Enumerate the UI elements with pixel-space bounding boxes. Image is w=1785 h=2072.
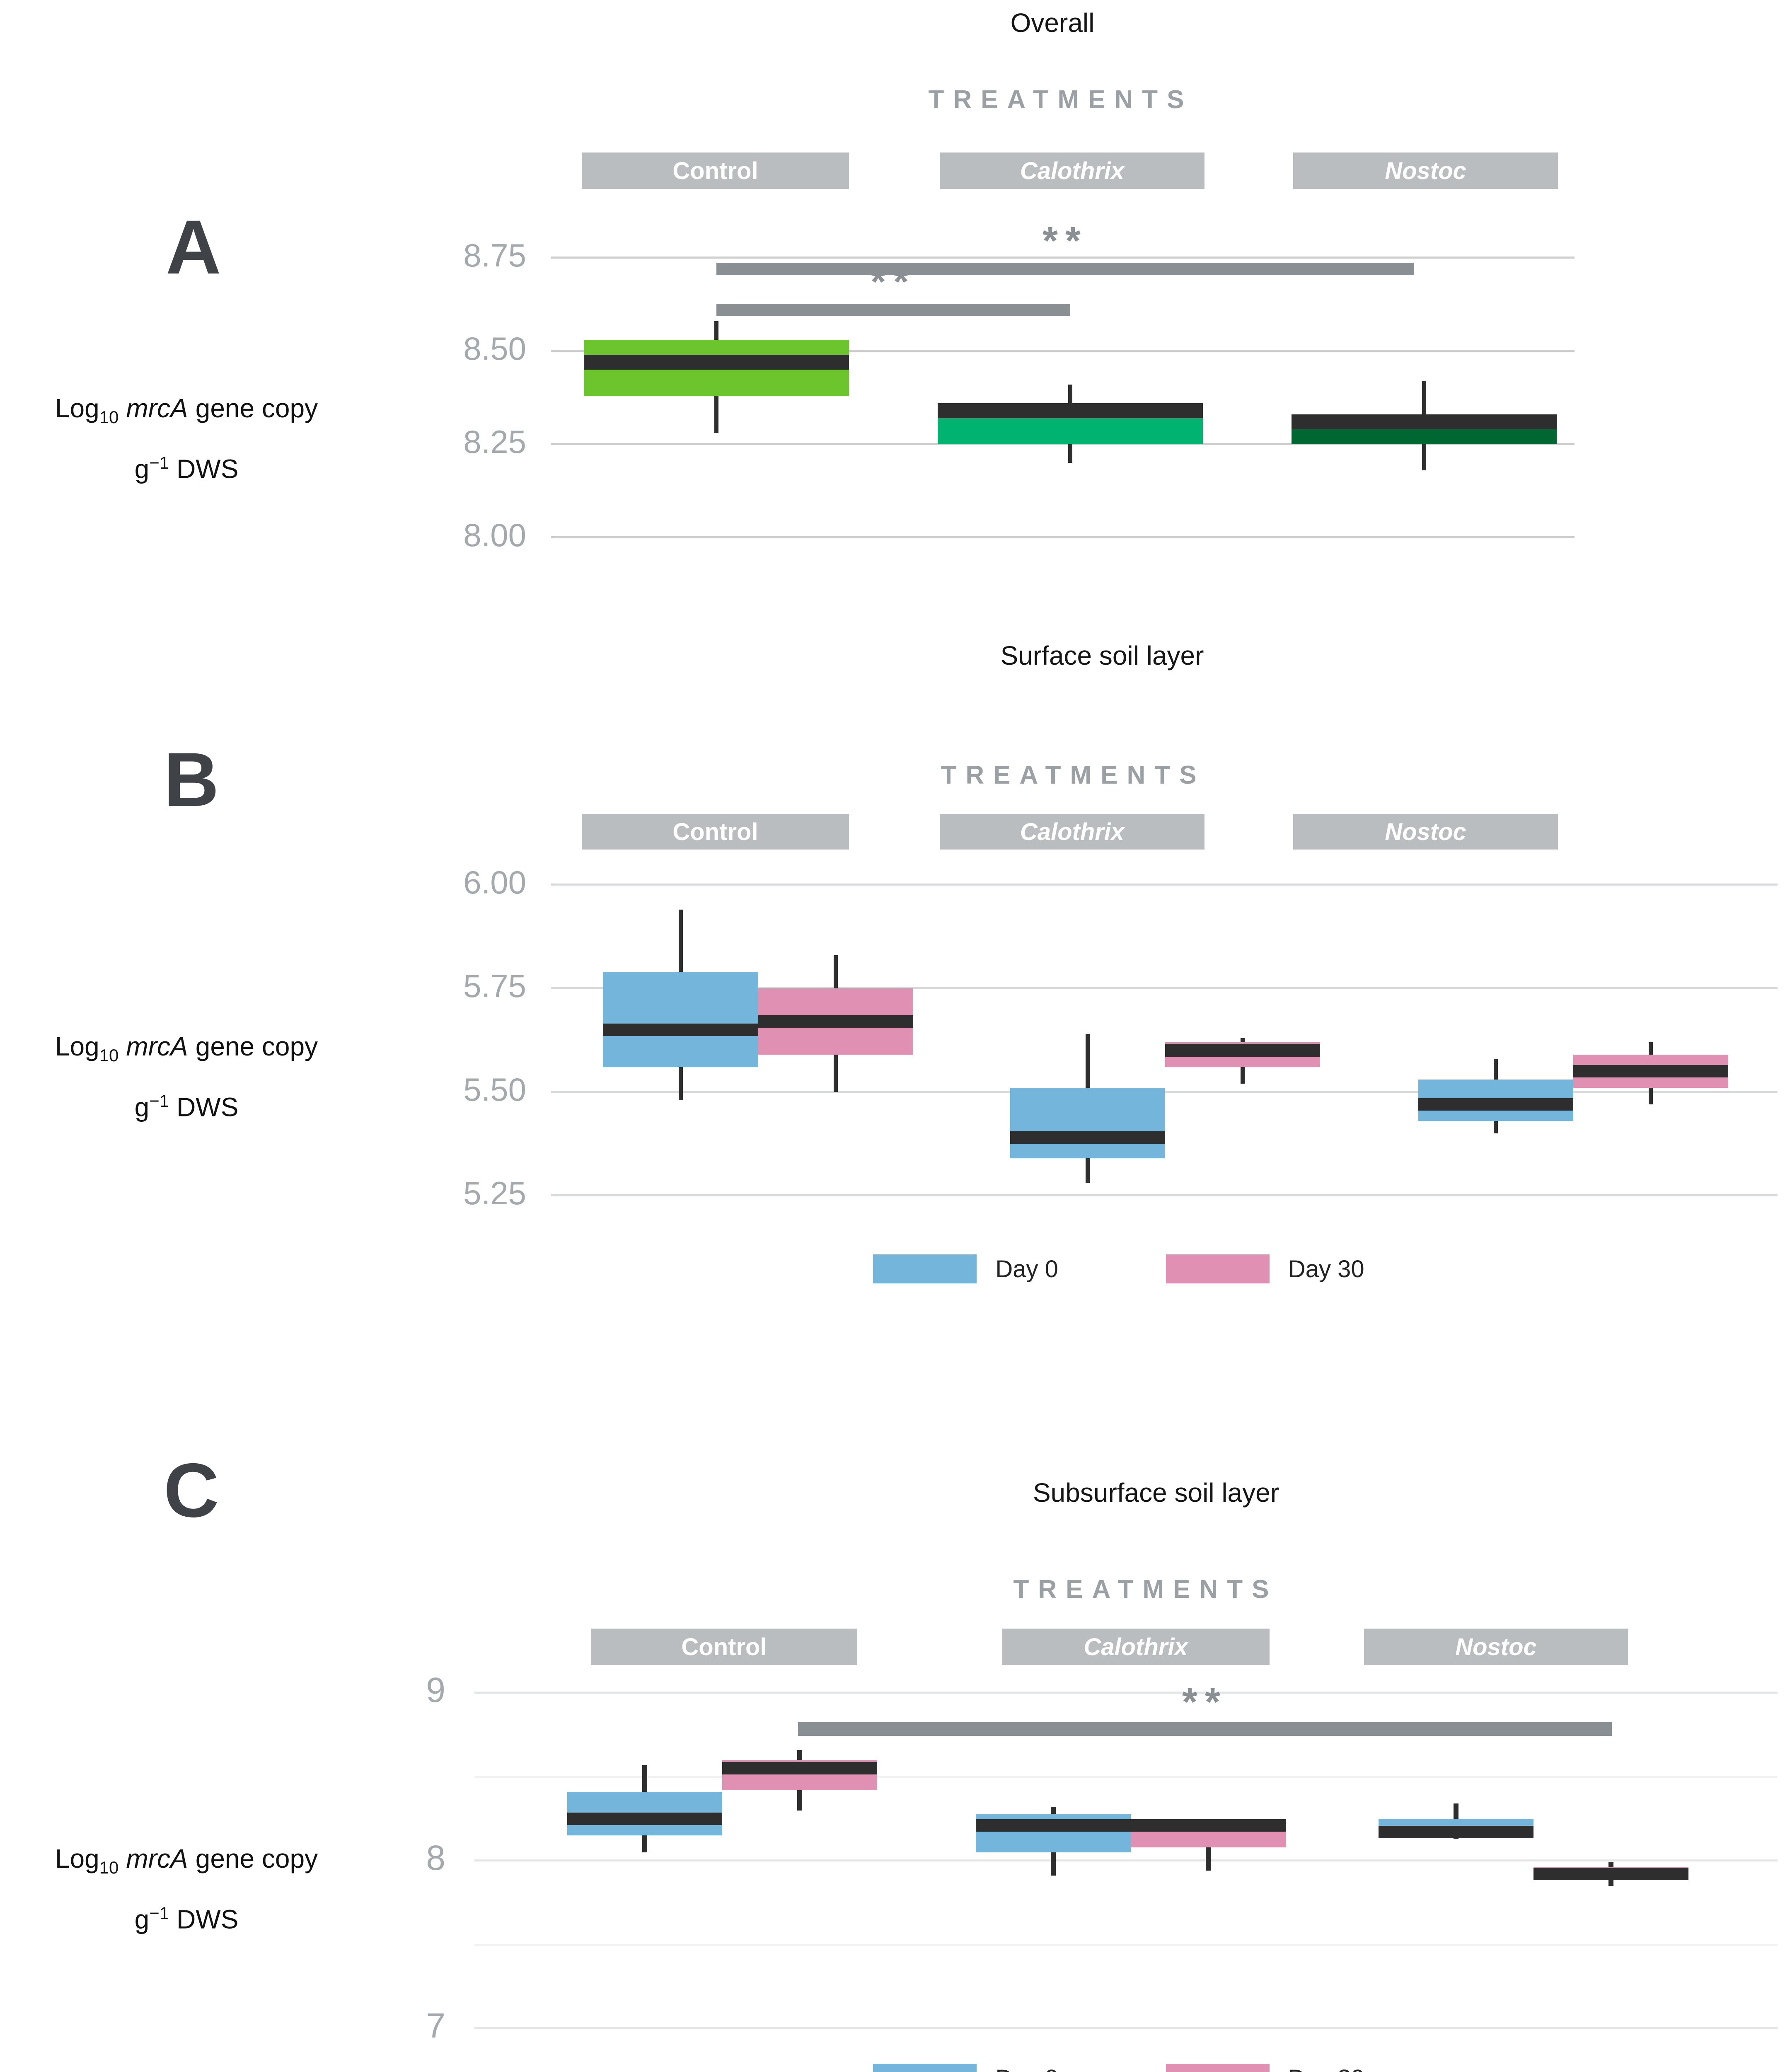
- panel-letter-a: A: [166, 205, 221, 290]
- legend-item: Day 0: [873, 1254, 1058, 1283]
- y-tick-label: 5.75: [463, 968, 526, 1004]
- box-day0-control: [603, 972, 758, 1067]
- gridline: [551, 257, 1575, 259]
- panel-letter-c: C: [164, 1448, 219, 1533]
- median-line-day30-nostoc: [1533, 1868, 1688, 1880]
- gridline: [551, 536, 1575, 538]
- legend-label: Day 0: [995, 2065, 1058, 2072]
- facet-strip-control: Control: [582, 152, 849, 189]
- median-line-overall-control: [584, 355, 849, 370]
- y-tick-label: 8: [426, 1838, 445, 1877]
- median-line-day30-control: [758, 1015, 913, 1028]
- y-axis-label-line1: Log10 mrcA gene copy: [55, 1844, 318, 1877]
- significance-bar: [716, 263, 1414, 275]
- y-tick-label: 8.25: [463, 424, 526, 460]
- median-line-day0-calothrix: [976, 1819, 1131, 1832]
- y-axis-label-line2: g−1 DWS: [134, 1091, 239, 1122]
- y-axis-label-line1: Log10 mrcA gene copy: [55, 1031, 318, 1065]
- legend: Day 0 Day 30: [456, 1252, 1782, 1285]
- facet-strip-calothrix: Calothrix: [1002, 1629, 1270, 1665]
- panel-title-subsurface: Subsurface soil layer: [1033, 1478, 1279, 1508]
- y-axis-label-line1: Log10 mrcA gene copy: [55, 393, 318, 427]
- median-line-day0-calothrix: [1010, 1131, 1165, 1144]
- legend-swatch-day0: [873, 2064, 977, 2072]
- legend-label: Day 30: [1288, 2065, 1364, 2072]
- gridline: [474, 2027, 1778, 2029]
- facet-strip-control: Control: [591, 1629, 857, 1665]
- median-line-day30-calothrix: [1131, 1819, 1286, 1832]
- median-line-day30-control: [722, 1762, 877, 1774]
- legend-swatch-day0: [873, 1254, 977, 1283]
- median-line-overall-nostoc: [1292, 414, 1557, 429]
- y-tick-label: 8.75: [463, 237, 526, 274]
- gridline: [474, 1859, 1778, 1861]
- legend-label: Day 0: [995, 1255, 1058, 1283]
- gridline: [551, 1194, 1778, 1196]
- facet-strip-calothrix: Calothrix: [940, 152, 1205, 189]
- median-line-day0-nostoc: [1379, 1826, 1533, 1838]
- facet-strip-nostoc: Nostoc: [1293, 152, 1558, 189]
- minor-gridline: [474, 1776, 1778, 1778]
- facet-strip-control: Control: [582, 814, 849, 850]
- median-line-day30-calothrix: [1165, 1044, 1320, 1057]
- legend-label: Day 30: [1288, 1255, 1364, 1283]
- panel-title-overall: Overall: [1010, 8, 1095, 38]
- y-axis-label-line2: g−1 DWS: [134, 1903, 239, 1934]
- facet-strip-nostoc: Nostoc: [1293, 814, 1558, 850]
- facet-strip-nostoc: Nostoc: [1364, 1629, 1628, 1665]
- y-tick-label: 5.25: [463, 1175, 526, 1211]
- y-tick-label: 5.50: [463, 1071, 526, 1108]
- y-axis-label-c: Log10 mrcA gene copy g−1 DWS: [12, 1836, 360, 1942]
- gridline: [551, 884, 1778, 886]
- significance-bar: [716, 304, 1070, 316]
- facet-strip-calothrix: Calothrix: [940, 814, 1205, 850]
- legend-item: Day 30: [1166, 2064, 1364, 2072]
- treatments-header-a: TREATMENTS: [928, 85, 1193, 114]
- y-tick-label: 9: [426, 1670, 445, 1709]
- legend: Day 0 Day 30: [456, 2062, 1782, 2072]
- legend-item: Day 0: [873, 2064, 1058, 2072]
- significance-bar: [798, 1722, 1612, 1736]
- median-line-day0-control: [567, 1813, 722, 1825]
- significance-asterisks: **: [1182, 1680, 1228, 1724]
- y-tick-label: 8.00: [463, 517, 526, 553]
- legend-item: Day 30: [1166, 1254, 1364, 1283]
- median-line-day30-nostoc: [1573, 1065, 1728, 1077]
- gridline: [551, 987, 1778, 989]
- gridline: [474, 1692, 1778, 1694]
- box-day0-calothrix: [1010, 1088, 1165, 1158]
- legend-swatch-day30: [1166, 1254, 1270, 1283]
- y-tick-label: 7: [426, 2006, 445, 2045]
- gridline: [551, 350, 1575, 352]
- y-tick-label: 6.00: [463, 864, 526, 900]
- median-line-overall-calothrix: [938, 403, 1203, 418]
- legend-swatch-day30: [1166, 2064, 1270, 2072]
- panel-letter-b: B: [164, 737, 219, 823]
- panel-title-surface: Surface soil layer: [1000, 641, 1204, 670]
- significance-asterisks: **: [1042, 219, 1088, 263]
- y-axis-label-a: Log10 mrcA gene copy g−1 DWS: [12, 385, 360, 491]
- median-line-day0-control: [603, 1024, 758, 1036]
- treatments-header-b: TREATMENTS: [941, 761, 1206, 789]
- y-axis-label-line2: g−1 DWS: [134, 453, 239, 484]
- treatments-header-c: TREATMENTS: [1013, 1575, 1278, 1604]
- y-axis-label-b: Log10 mrcA gene copy g−1 DWS: [12, 1024, 360, 1130]
- y-tick-label: 8.50: [463, 330, 526, 367]
- minor-gridline: [474, 1944, 1778, 1946]
- median-line-day0-nostoc: [1418, 1098, 1573, 1111]
